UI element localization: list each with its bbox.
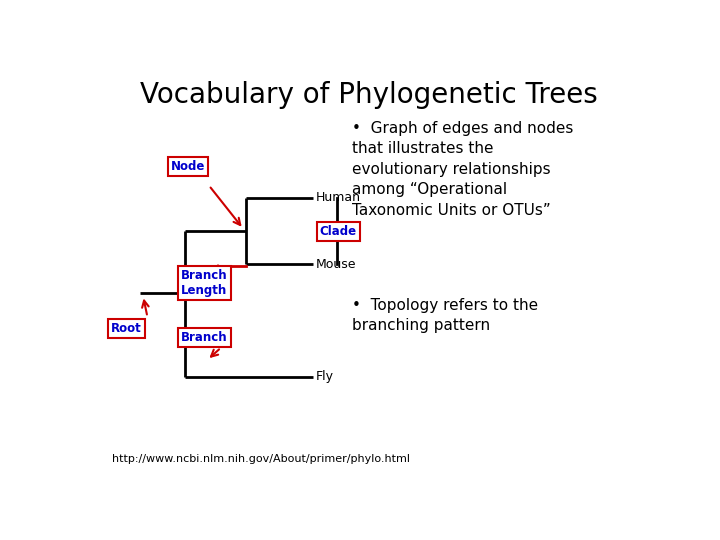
Text: Branch
Length: Branch Length — [181, 269, 228, 297]
Text: Human: Human — [316, 191, 361, 204]
Text: •  Graph of edges and nodes
that illustrates the
evolutionary relationships
amon: • Graph of edges and nodes that illustra… — [352, 121, 574, 218]
Text: http://www.ncbi.nlm.nih.gov/About/primer/phylo.html: http://www.ncbi.nlm.nih.gov/About/primer… — [112, 454, 410, 464]
Text: Node: Node — [171, 160, 204, 173]
Text: Branch: Branch — [181, 330, 228, 343]
Text: Clade: Clade — [320, 225, 357, 238]
Text: Root: Root — [111, 322, 142, 335]
Text: Mouse: Mouse — [316, 258, 356, 271]
Text: •  Topology refers to the
branching pattern: • Topology refers to the branching patte… — [352, 298, 539, 333]
Text: Vocabulary of Phylogenetic Trees: Vocabulary of Phylogenetic Trees — [140, 82, 598, 110]
Text: Fly: Fly — [316, 370, 334, 383]
